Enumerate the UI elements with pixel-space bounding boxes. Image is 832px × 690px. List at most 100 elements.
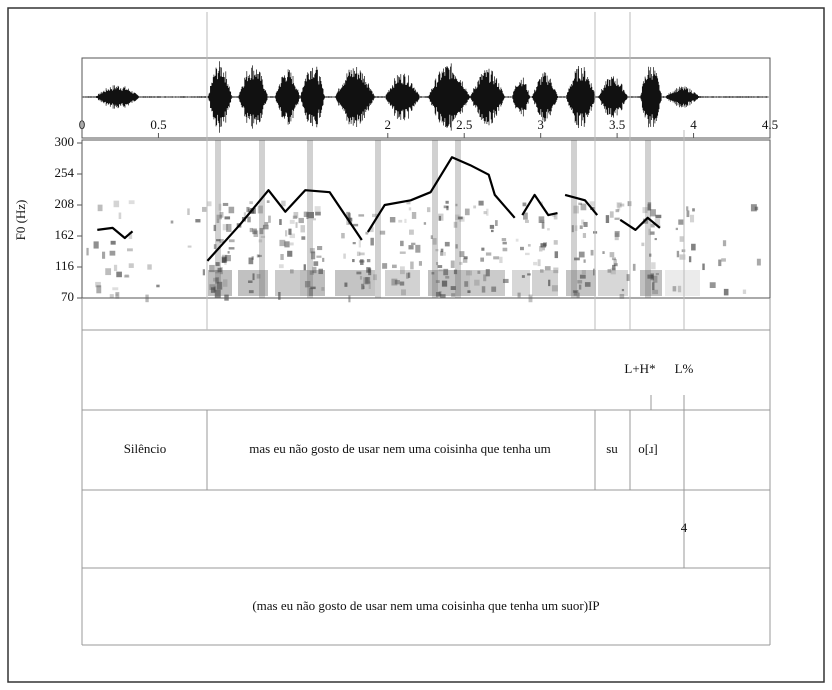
spectrogram-cell xyxy=(583,233,586,238)
spectrogram-cell xyxy=(610,252,615,257)
spectrogram-cell xyxy=(400,251,406,253)
spectrogram-cell xyxy=(400,241,404,246)
spectrogram-cell xyxy=(628,201,632,206)
spectrogram-cell xyxy=(195,219,200,222)
spectrogram-cell xyxy=(359,260,365,262)
spectrogram-cell xyxy=(580,225,583,229)
spectrogram-cell xyxy=(129,200,135,204)
spectrogram-cell xyxy=(171,221,174,224)
spectrogram-cell xyxy=(499,257,502,263)
spectrogram-cell xyxy=(86,248,88,256)
spectrogram-cell xyxy=(225,255,231,261)
spectrogram-cell xyxy=(357,252,360,256)
spectrogram-cell xyxy=(267,200,270,203)
spectrogram-cell xyxy=(293,216,297,219)
spectrogram-cell xyxy=(543,242,547,246)
formant-band xyxy=(665,270,700,296)
spectrogram-cell xyxy=(633,264,636,271)
spectrogram-cell xyxy=(554,240,558,245)
spectrogram-cell xyxy=(280,254,283,260)
spectrogram-cell xyxy=(410,262,413,270)
y-tick-label: 300 xyxy=(55,134,75,149)
spectrogram-cell xyxy=(358,214,364,216)
tier-grid xyxy=(82,12,770,645)
spectrogram-cell xyxy=(411,243,415,245)
x-tick-label: 0 xyxy=(79,117,86,132)
spectrogram-cell xyxy=(441,249,444,252)
y-tick-label: 70 xyxy=(61,289,74,304)
tone-label: L+H* xyxy=(624,361,655,376)
y-tick-label: 208 xyxy=(55,196,75,211)
spectrogram-cell xyxy=(322,258,324,262)
spectrogram-cell xyxy=(94,241,99,248)
x-tick-label: 2 xyxy=(385,117,392,132)
spectrogram-cell xyxy=(367,259,370,262)
spectrogram-cell xyxy=(110,251,116,256)
spectrogram-cell xyxy=(484,211,487,214)
spectrogram-cell xyxy=(710,282,716,288)
spectrogram-cell xyxy=(617,202,622,207)
x-tick-label: 3 xyxy=(537,117,544,132)
spectrogram-cell xyxy=(451,261,455,268)
spectrogram-cell xyxy=(392,265,397,268)
spectrogram-cell xyxy=(102,252,105,259)
spectrogram-cell xyxy=(281,201,285,207)
spectrogram-cell xyxy=(390,217,395,222)
spectrogram-cell xyxy=(502,238,506,241)
spectrogram-cell xyxy=(615,231,620,237)
signal-panels xyxy=(83,61,768,302)
word-label: o[ɹ] xyxy=(638,441,658,456)
spectrogram-cell xyxy=(223,224,228,230)
spectrogram-cell xyxy=(613,259,616,266)
spectrogram-cell xyxy=(547,228,550,230)
spectrogram-cell xyxy=(651,262,655,269)
spectrogram-cell xyxy=(445,201,448,204)
spectrogram-cell xyxy=(352,259,355,262)
spectrogram-cell xyxy=(721,258,726,261)
spectrogram-cell xyxy=(203,269,205,275)
word-label: Silêncio xyxy=(124,441,167,456)
x-tick-label: 2.5 xyxy=(456,117,472,132)
x-tick-label: 3.5 xyxy=(609,117,625,132)
spectrogram-cell xyxy=(300,225,305,232)
spectrogram-cell xyxy=(486,252,491,255)
spectrogram-cell xyxy=(584,259,586,262)
formant-band xyxy=(566,270,596,296)
spectrogram-cell xyxy=(446,206,448,210)
spectrogram-cell xyxy=(533,262,537,265)
spectrogram-cell xyxy=(114,201,120,208)
spectrogram-cell xyxy=(382,263,387,269)
spectrogram-cell xyxy=(222,258,225,263)
x-tick-label: 4.5 xyxy=(762,117,778,132)
spectrogram-cell xyxy=(112,287,118,290)
formant-band xyxy=(335,270,375,296)
spectrogram-cell xyxy=(606,215,609,223)
waveform xyxy=(83,61,768,133)
spectrogram-cell xyxy=(290,220,295,224)
spectrogram-cell xyxy=(247,217,250,223)
spectrogram-cell xyxy=(315,206,321,212)
formant-band xyxy=(275,270,300,296)
spectrogram-cell xyxy=(479,201,484,206)
spectrogram-cell xyxy=(539,216,545,223)
spectrogram-cell xyxy=(147,264,151,269)
spectrogram-cell xyxy=(124,275,130,278)
spectrogram-cell xyxy=(545,266,551,270)
formant-band xyxy=(532,270,558,296)
spectrogram-cell xyxy=(127,248,133,251)
spectrogram-cell xyxy=(316,256,321,258)
formant-band xyxy=(512,270,530,296)
y-tick-label: 162 xyxy=(55,227,75,242)
spectrogram-cell xyxy=(313,261,318,266)
spectrogram-cell xyxy=(341,233,345,238)
spectrogram-cell xyxy=(525,253,530,255)
spectrogram-cell xyxy=(678,219,683,224)
spectrogram-cell xyxy=(473,206,476,209)
phrase-label: (mas eu não gosto de usar nem uma coisin… xyxy=(252,598,599,613)
spectrogram-cell xyxy=(581,220,584,225)
tone-label: L% xyxy=(675,361,694,376)
spectrogram-cell xyxy=(156,285,159,288)
spectrogram-cell xyxy=(616,209,620,212)
spectrogram-cell xyxy=(315,212,321,216)
spectrogram-cell xyxy=(343,254,346,259)
